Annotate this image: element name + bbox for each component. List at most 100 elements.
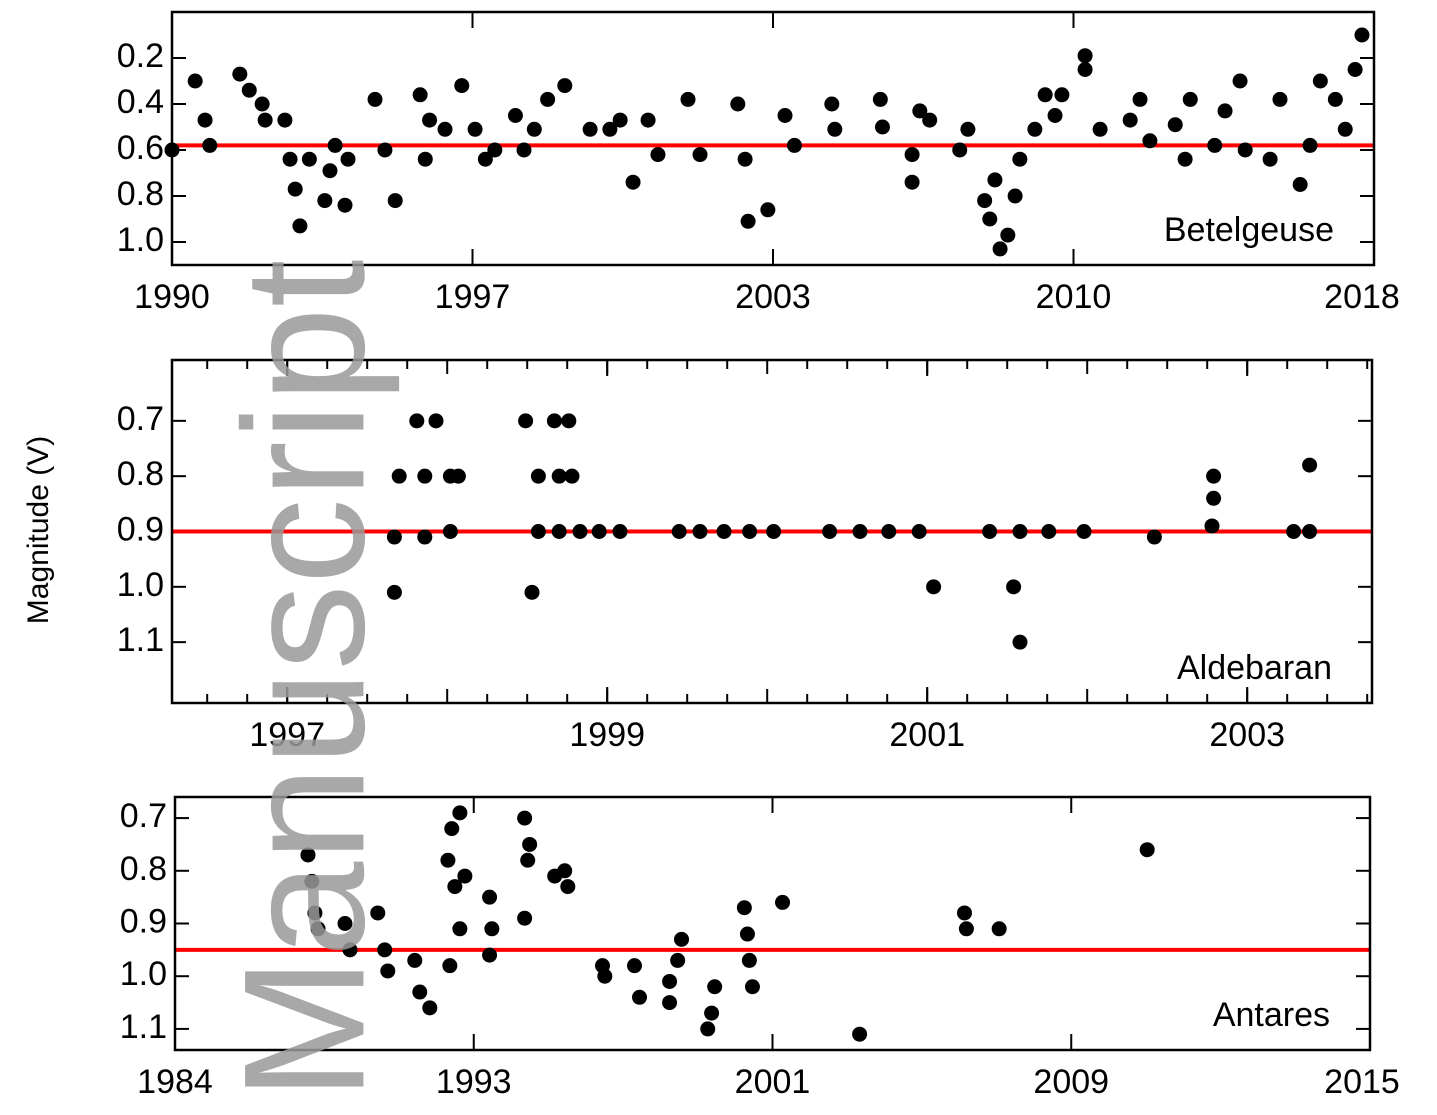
panel: 0.7 0.8 0.9 1.0 1.1 1997 1999 2001 2003 Aldebaran <box>117 358 1374 754</box>
y-tick-label: 0.7 <box>117 400 164 438</box>
data-point <box>1182 91 1198 107</box>
data-point <box>582 121 598 137</box>
data-point <box>692 524 708 539</box>
data-point <box>526 121 542 137</box>
data-point <box>674 931 690 947</box>
data-point <box>662 973 678 989</box>
data-point <box>958 921 974 937</box>
data-point <box>1047 108 1063 123</box>
data-point <box>1012 524 1028 539</box>
x-tick-label: 1999 <box>569 716 645 754</box>
x-tick-label: 2003 <box>735 278 811 316</box>
y-tick-label: 0.8 <box>117 175 164 213</box>
data-point <box>626 958 642 974</box>
data-point <box>650 147 666 163</box>
y-tick-label: 0.6 <box>117 129 164 167</box>
data-point <box>241 82 257 98</box>
data-point <box>322 163 338 179</box>
data-point <box>482 947 498 963</box>
data-point <box>992 241 1008 257</box>
data-point <box>520 852 536 868</box>
data-point <box>1012 151 1028 167</box>
data-point <box>744 979 760 995</box>
data-point <box>516 142 532 158</box>
data-point <box>982 524 998 539</box>
data-point <box>518 413 534 429</box>
data-point <box>1354 27 1370 43</box>
data-point <box>1312 73 1328 89</box>
data-point <box>386 584 402 600</box>
data-point <box>1146 529 1162 545</box>
data-point <box>197 112 213 128</box>
data-point <box>881 524 897 539</box>
data-point <box>1337 121 1353 137</box>
data-point <box>1041 524 1057 539</box>
data-point <box>1302 457 1318 473</box>
series-label: Betelgeuse <box>1164 211 1334 249</box>
x-tick-label: 1993 <box>436 1063 512 1101</box>
data-point <box>987 172 1003 188</box>
data-point <box>1122 112 1138 128</box>
data-point <box>572 524 588 539</box>
data-point <box>487 142 503 158</box>
data-point <box>991 921 1007 937</box>
data-point <box>232 66 248 82</box>
data-point <box>632 989 648 1005</box>
y-tick-label: 1.1 <box>120 1008 167 1046</box>
data-point <box>367 91 383 107</box>
data-point <box>340 151 356 167</box>
data-point <box>775 894 791 910</box>
data-point <box>1076 524 1092 539</box>
data-point <box>760 202 776 218</box>
y-tick-label: 1.1 <box>117 621 164 659</box>
data-point <box>1139 842 1155 858</box>
data-point <box>1327 91 1343 107</box>
data-point <box>625 174 641 190</box>
data-point <box>442 958 458 974</box>
data-point <box>317 193 333 209</box>
data-point <box>507 108 523 123</box>
data-point <box>1302 137 1318 153</box>
data-point <box>707 979 723 995</box>
x-tick-label: 2015 <box>1324 1063 1400 1101</box>
data-point <box>467 121 483 137</box>
y-tick-label: 0.4 <box>117 83 164 121</box>
data-point <box>1177 151 1193 167</box>
data-point <box>827 121 843 137</box>
data-point <box>692 147 708 163</box>
data-point <box>1206 468 1222 484</box>
data-point <box>1037 87 1053 103</box>
data-point <box>1272 91 1288 107</box>
data-point <box>904 174 920 190</box>
data-point <box>517 810 533 826</box>
data-point <box>739 926 755 942</box>
series-label: Antares <box>1213 996 1330 1034</box>
data-point <box>342 942 358 958</box>
data-point <box>1000 227 1016 243</box>
panel: 0.7 0.8 0.9 1.0 1.1 1984 1993 2001 2009 2015 Antar… <box>120 795 1400 1101</box>
data-point <box>1262 151 1278 167</box>
data-point <box>482 889 498 905</box>
x-tick-label: 1997 <box>249 716 325 754</box>
data-point <box>1027 121 1043 137</box>
data-point <box>428 413 444 429</box>
y-tick-label: 0.8 <box>120 850 167 888</box>
data-point <box>662 995 678 1011</box>
data-point <box>450 468 466 484</box>
data-point <box>257 112 273 128</box>
data-point <box>671 524 687 539</box>
y-tick-label: 0.2 <box>117 37 164 75</box>
data-point <box>564 468 580 484</box>
x-tick-label: 2018 <box>1324 278 1400 316</box>
data-point <box>407 952 423 968</box>
data-point <box>1207 137 1223 153</box>
data-point <box>370 905 386 921</box>
data-point <box>254 96 270 112</box>
data-point <box>560 879 576 895</box>
data-point <box>740 213 756 229</box>
data-point <box>852 524 868 539</box>
data-point <box>524 584 540 600</box>
data-point <box>557 863 573 879</box>
